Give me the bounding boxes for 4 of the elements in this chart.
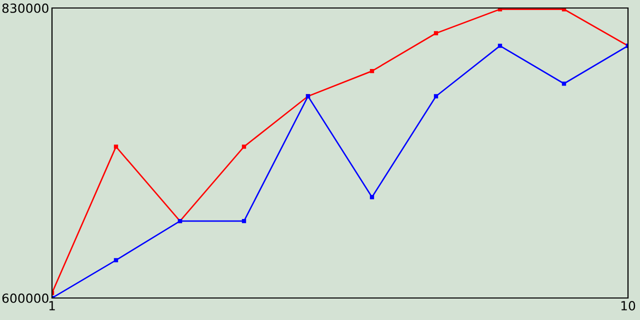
y-tick-label: 830000	[2, 3, 48, 13]
x-tick-label: 10	[621, 301, 636, 310]
x-tick-label: 1	[49, 301, 55, 310]
y-tick-label: 600000	[2, 293, 48, 303]
